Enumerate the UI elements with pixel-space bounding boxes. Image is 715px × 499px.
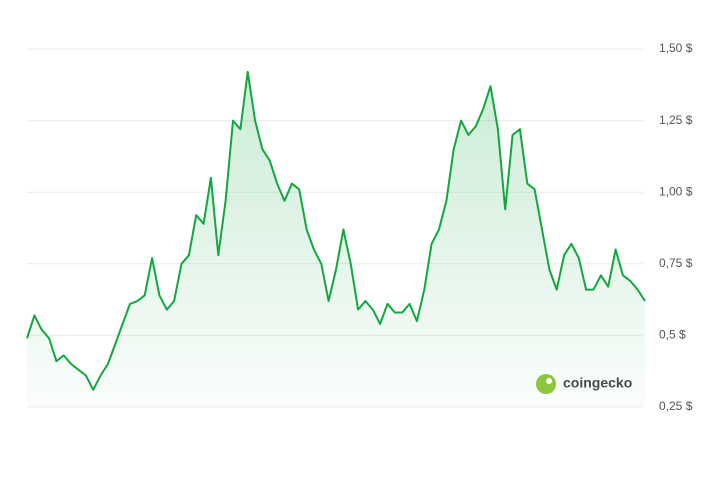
line: [26, 70, 646, 391]
y-tick-label: 1,50 $: [659, 41, 693, 55]
watermark-logo: [536, 374, 556, 394]
area: [27, 71, 645, 408]
y-tick-label: 0,5 $: [659, 328, 686, 342]
watermark-text: coingecko: [563, 375, 632, 391]
y-tick-label: 0,25 $: [659, 399, 693, 413]
y-tick-label: 1,00 $: [659, 184, 693, 198]
y-tick-label: 0,75 $: [659, 256, 693, 270]
watermark: coingecko: [536, 374, 632, 394]
y-tick-label: 1,25 $: [659, 113, 693, 127]
watermark-logo-eye: [546, 378, 552, 384]
